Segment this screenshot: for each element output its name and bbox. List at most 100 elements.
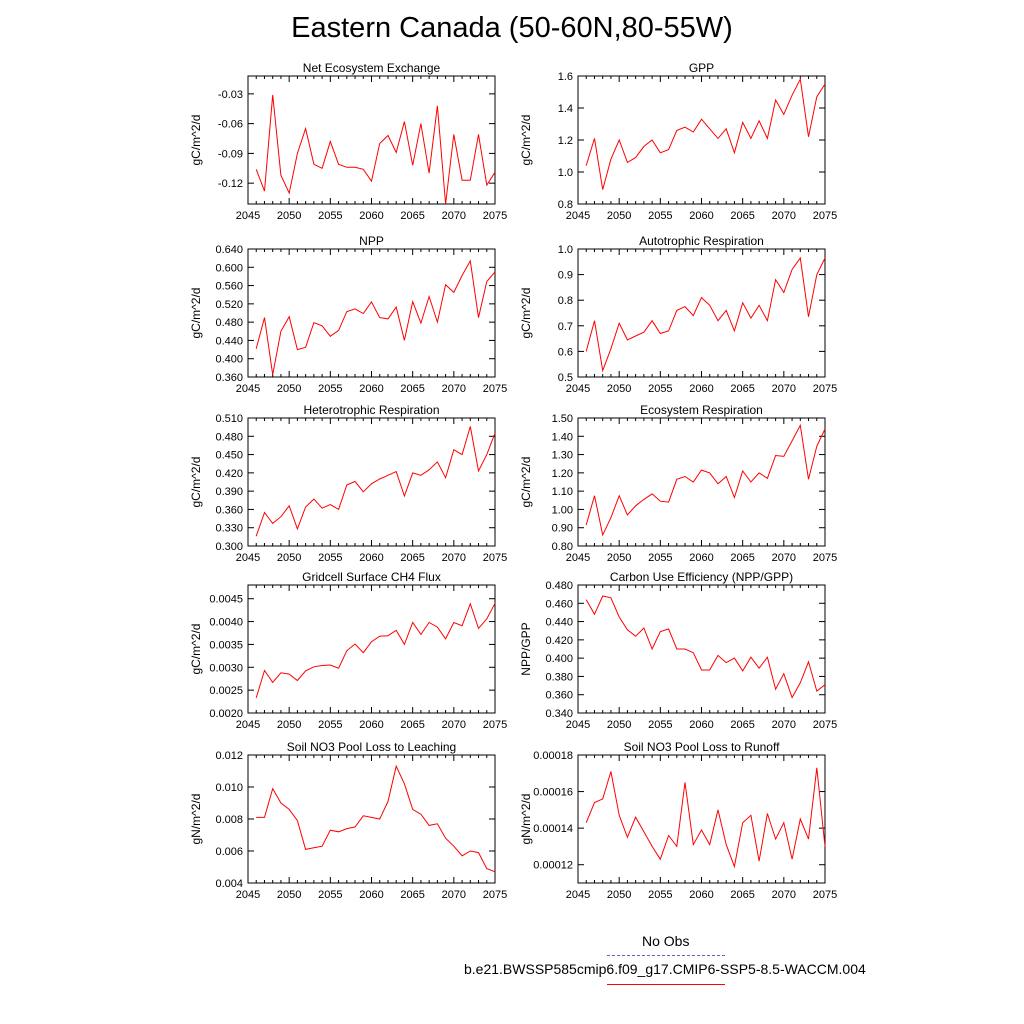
data-point (717, 654, 719, 656)
data-point (346, 310, 348, 312)
data-point (816, 273, 818, 275)
x-tick-label: 2055 (648, 552, 672, 564)
data-point (453, 448, 455, 450)
panel-title: NPP (359, 234, 384, 248)
y-axis-label: NPP/GPP (519, 622, 533, 675)
data-point (758, 667, 760, 669)
data-point (395, 151, 397, 153)
data-point (634, 505, 636, 507)
figure-title: Eastern Canada (50-60N,80-55W) (291, 12, 733, 44)
data-point (725, 843, 727, 845)
x-tick-label: 2070 (772, 383, 796, 395)
x-tick-label: 2045 (236, 719, 260, 731)
x-tick-label: 2075 (483, 210, 507, 222)
panel-1: GPP gC/m^2/d 2045 2050 2055 2060 2065 2070 2075 0… (519, 61, 837, 222)
x-tick-label: 2050 (277, 383, 301, 395)
x-tick-label: 2075 (813, 719, 837, 731)
x-tick-label: 2050 (607, 383, 631, 395)
data-point (659, 630, 661, 632)
y-tick-label: 0.9 (558, 270, 573, 282)
data-point (585, 821, 587, 823)
y-tick-label: 0.330 (215, 523, 243, 535)
data-point (494, 271, 496, 273)
data-point (700, 669, 702, 671)
data-point (370, 816, 372, 818)
y-tick-label: 0.440 (215, 335, 243, 347)
data-point (585, 598, 587, 600)
y-tick-label: 0.360 (215, 372, 243, 384)
data-point (643, 627, 645, 629)
data-point (444, 203, 446, 205)
data-point (379, 142, 381, 144)
data-point (469, 179, 471, 181)
data-point (692, 651, 694, 653)
data-point (676, 309, 678, 311)
panel-0: Net Ecosystem Exchange gC/m^2/d 2045 2050 20… (189, 61, 507, 222)
x-tick-label: 2045 (236, 210, 260, 222)
y-axis-label: gC/m^2/d (189, 457, 203, 508)
data-point (816, 767, 818, 769)
y-tick-label: 1.4 (558, 103, 573, 115)
data-point (321, 325, 323, 327)
x-tick-label: 2070 (442, 889, 466, 901)
y-tick-label: 0.450 (215, 450, 243, 462)
data-point (362, 491, 364, 493)
series-line (255, 426, 496, 537)
data-point (667, 148, 669, 150)
data-point (783, 113, 785, 115)
data-point (362, 815, 364, 817)
data-point (494, 871, 496, 873)
data-point (783, 672, 785, 674)
data-point (750, 137, 752, 139)
data-point (469, 260, 471, 262)
data-point (420, 633, 422, 635)
y-tick-label: 1.0 (558, 167, 573, 179)
data-point (461, 855, 463, 857)
data-point (618, 814, 620, 816)
x-tick-label: 2050 (607, 719, 631, 731)
data-point (321, 845, 323, 847)
panel-title: Heterotrophic Respiration (303, 403, 439, 417)
data-point (494, 432, 496, 434)
data-point (453, 133, 455, 135)
data-point (403, 643, 405, 645)
data-point (733, 865, 735, 867)
x-tick-label: 2070 (772, 719, 796, 731)
x-tick-label: 2070 (772, 889, 796, 901)
x-tick-label: 2045 (566, 552, 590, 564)
data-point (304, 127, 306, 129)
plot-frame (577, 417, 826, 547)
data-point (725, 128, 727, 130)
data-point (411, 808, 413, 810)
data-point (272, 787, 274, 789)
data-point (329, 664, 331, 666)
series-line (255, 259, 496, 375)
data-point (428, 824, 430, 826)
plot-frame (247, 754, 496, 884)
y-tick-label: 0.360 (215, 504, 243, 516)
y-tick-label: 0.5 (558, 372, 573, 384)
x-tick-label: 2065 (400, 552, 424, 564)
y-tick-label: 0.7 (558, 321, 573, 333)
y-tick-label: 0.300 (215, 541, 243, 553)
data-point (379, 818, 381, 820)
data-point (610, 597, 612, 599)
data-point (824, 683, 826, 685)
data-point (766, 656, 768, 658)
panel-7: Carbon Use Efficiency (NPP/GPP) NPP/GPP 20… (519, 570, 837, 731)
data-point (288, 673, 290, 675)
data-point (626, 161, 628, 163)
data-point (676, 129, 678, 131)
y-tick-label: 0.8 (558, 199, 573, 211)
data-point (354, 480, 356, 482)
data-point (395, 470, 397, 472)
data-point (296, 679, 298, 681)
y-tick-label: 1.50 (552, 413, 573, 425)
data-point (684, 305, 686, 307)
data-point (313, 847, 315, 849)
data-point (329, 140, 331, 142)
data-point (313, 498, 315, 500)
data-point (783, 821, 785, 823)
data-point (676, 845, 678, 847)
